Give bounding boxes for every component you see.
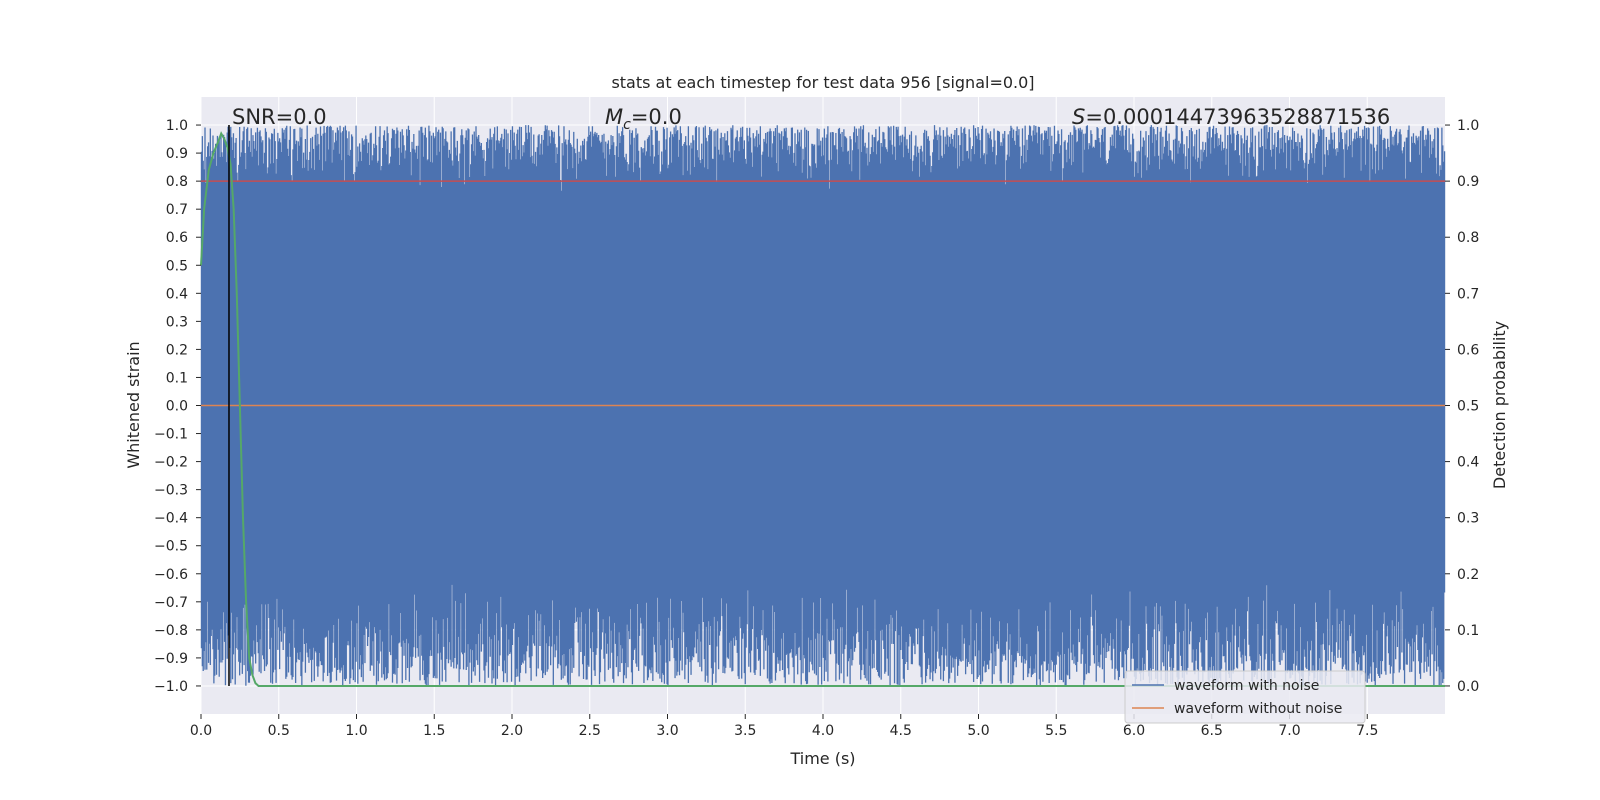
y-left-tick-label-0: 1.0 [166, 118, 188, 134]
y-right-tick-label-9: 0.1 [1457, 623, 1479, 639]
x-tick-label-1: 0.5 [268, 723, 290, 739]
y-left-tick-label-20: −1.0 [154, 679, 188, 695]
chart-title: stats at each timestep for test data 956… [611, 73, 1034, 92]
y-left-tick-label-2: 0.8 [166, 174, 188, 190]
x-tick-label-15: 7.5 [1356, 723, 1378, 739]
y-right-tick-label-7: 0.3 [1457, 511, 1479, 527]
legend-label-clean: waveform without noise [1174, 701, 1342, 717]
y-left-tick-label-18: −0.8 [154, 623, 188, 639]
y-right-tick-label-1: 0.9 [1457, 174, 1479, 190]
x-tick-label-6: 3.0 [656, 723, 678, 739]
y-left-tick-label-15: −0.5 [154, 539, 188, 555]
y-left-tick-label-11: −0.1 [154, 427, 188, 443]
y-left-tick-label-9: 0.1 [166, 370, 188, 386]
y-left-tick-label-13: −0.3 [154, 483, 188, 499]
y-right-tick-label-5: 0.5 [1457, 399, 1479, 415]
x-tick-label-14: 7.0 [1278, 723, 1300, 739]
x-tick-label-2: 1.0 [345, 723, 367, 739]
y-left-tick-label-17: −0.7 [154, 595, 188, 611]
x-tick-label-3: 1.5 [423, 723, 445, 739]
x-tick-label-8: 4.0 [812, 723, 834, 739]
y-axis-left: 1.0 0.9 0.8 0.7 0.6 0.5 0.4 0.3 0.2 0.1 0.0 −0.1 −0.… [154, 118, 201, 695]
mc-annotation: Mc=0.0 [605, 105, 682, 133]
y-left-tick-label-19: −0.9 [154, 651, 188, 667]
y-left-tick-label-8: 0.2 [166, 342, 188, 358]
y-right-tick-label-8: 0.2 [1457, 567, 1479, 583]
x-axis-label: Time (s) [789, 749, 855, 768]
y-left-tick-label-12: −0.2 [154, 455, 188, 471]
y-left-tick-label-6: 0.4 [166, 286, 188, 302]
y-left-tick-label-10: 0.0 [166, 399, 188, 415]
snr-annotation: SNR=0.0 [232, 105, 327, 129]
y-left-tick-label-4: 0.6 [166, 230, 188, 246]
legend: waveform with noise waveform without noi… [1124, 670, 1366, 724]
y-right-tick-label-4: 0.6 [1457, 342, 1479, 358]
y-right-tick-label-6: 0.4 [1457, 455, 1479, 471]
x-tick-label-4: 2.0 [501, 723, 523, 739]
y-right-tick-label-2: 0.8 [1457, 230, 1479, 246]
y-axis-right: 1.0 0.9 0.8 0.7 0.6 0.5 0.4 0.3 0.2 0.1 0.0 [1445, 118, 1479, 695]
y-left-tick-label-7: 0.3 [166, 314, 188, 330]
x-tick-label-11: 5.5 [1045, 723, 1067, 739]
legend-label-noise: waveform with noise [1174, 678, 1319, 694]
line-series-layer [200, 125, 1445, 687]
x-tick-label-13: 6.5 [1201, 723, 1223, 739]
y-left-tick-label-5: 0.5 [166, 258, 188, 274]
x-tick-label-10: 5.0 [967, 723, 989, 739]
s-annotation: S=0.00014473963528871536 [1072, 105, 1390, 129]
y-right-tick-label-0: 1.0 [1457, 118, 1479, 134]
x-tick-label-7: 3.5 [734, 723, 756, 739]
y-left-tick-label-16: −0.6 [154, 567, 188, 583]
y-left-tick-label-3: 0.7 [166, 202, 188, 218]
noisy-waveform-series [200, 125, 1446, 686]
x-tick-label-9: 4.5 [890, 723, 912, 739]
x-tick-label-12: 6.0 [1123, 723, 1145, 739]
legend-box [1124, 670, 1366, 724]
x-tick-label-0: 0.0 [190, 723, 212, 739]
x-axis: 0.0 0.5 1.0 1.5 2.0 2.5 3.0 3.5 4.0 4.5 5.0 5.5 6.0 6… [190, 714, 1378, 739]
detection-probability-line [200, 131, 1445, 687]
y-right-tick-label-10: 0.0 [1457, 679, 1479, 695]
y-right-tick-label-3: 0.7 [1457, 286, 1479, 302]
y-left-tick-label-14: −0.4 [154, 511, 188, 527]
x-tick-label-5: 2.5 [579, 723, 601, 739]
y-axis-label-left: Whitened strain [124, 341, 143, 468]
y-axis-label-right: Detection probability [1490, 321, 1509, 489]
y-left-tick-label-1: 0.9 [166, 146, 188, 162]
